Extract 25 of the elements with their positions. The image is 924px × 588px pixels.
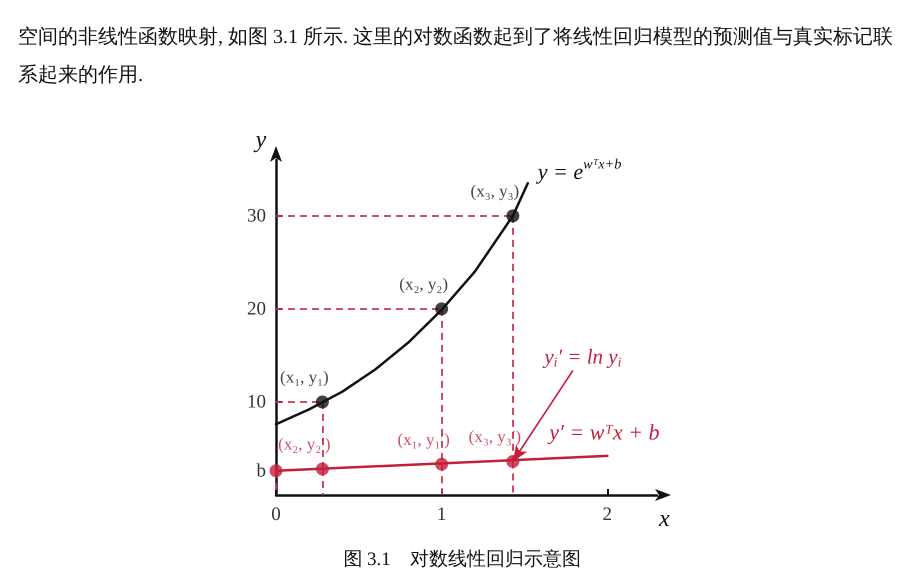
series-label: y′ = wᵀx + b: [547, 419, 660, 444]
y-tick-label: 10: [247, 391, 266, 412]
text: 图 3.1 对数线性回归示意图: [343, 549, 581, 570]
point: [506, 455, 520, 468]
data-label: (x₃, y₃′): [468, 427, 522, 446]
data-label: (x₁, y₁′): [397, 430, 450, 449]
point: [316, 462, 329, 476]
point: [506, 209, 520, 222]
point: [435, 302, 448, 316]
y-axis-title: y: [254, 127, 267, 153]
point: [435, 458, 448, 471]
data-label: (x₂, y₂′): [278, 434, 331, 454]
x-tick-label: 2: [602, 504, 612, 525]
data-label: (x₃, y₃): [470, 181, 520, 200]
x-axis-title: x: [658, 506, 670, 532]
y-tick-label: 30: [247, 205, 266, 226]
y-tick-label: 20: [247, 298, 266, 320]
x-tick-label: 0: [271, 504, 281, 525]
text: 空间的非线性函数映射, 如图 3.1 所示. 这里的对数函数起到了将线性回归模型的预测值与真实标记联系起来的作用.: [18, 26, 893, 86]
point: [316, 395, 329, 408]
y-tick-label: b: [256, 460, 266, 482]
data-label: (x₂, y₂): [399, 274, 448, 294]
x-tick-label: 1: [436, 504, 446, 525]
point: [270, 464, 282, 478]
data-label: (x₁, y₁): [280, 367, 329, 386]
